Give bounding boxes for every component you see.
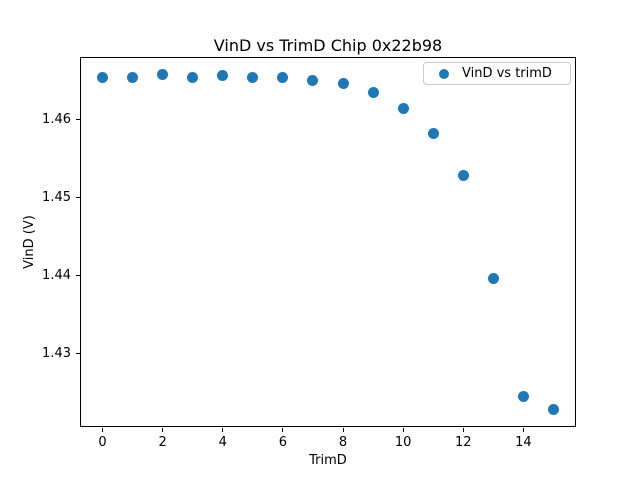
scatter-point bbox=[367, 87, 379, 99]
x-tick-mark bbox=[222, 427, 224, 432]
y-axis-label: VinD (V) bbox=[22, 215, 37, 269]
x-tick-label: 2 bbox=[158, 434, 167, 450]
x-tick-label: 8 bbox=[338, 434, 348, 450]
y-tick-label: 1.46 bbox=[42, 111, 71, 127]
x-tick-label: 14 bbox=[515, 434, 532, 450]
x-tick-label: 10 bbox=[394, 434, 412, 450]
scatter-point bbox=[457, 170, 469, 182]
scatter-point bbox=[97, 72, 109, 84]
y-tick-mark bbox=[76, 118, 80, 120]
y-tick-label: 1.45 bbox=[42, 190, 71, 206]
scatter-point bbox=[397, 102, 409, 114]
scatter-point bbox=[427, 127, 439, 139]
x-tick-label: 6 bbox=[278, 434, 288, 450]
scatter-point bbox=[217, 69, 229, 81]
y-tick-label: 1.43 bbox=[42, 346, 71, 362]
y-tick-mark bbox=[76, 353, 80, 355]
y-tick-label: 1.44 bbox=[42, 268, 71, 284]
legend-marker-icon bbox=[439, 68, 449, 79]
x-tick-mark bbox=[462, 427, 464, 432]
x-axis-label: TrimD bbox=[309, 453, 347, 468]
scatter-point bbox=[127, 72, 139, 84]
scatter-point bbox=[307, 75, 319, 87]
plot-area bbox=[80, 57, 576, 427]
scatter-point bbox=[157, 69, 169, 81]
scatter-point bbox=[277, 72, 289, 84]
scatter-point bbox=[187, 72, 199, 84]
scatter-point bbox=[517, 391, 529, 403]
scatter-point bbox=[337, 77, 349, 89]
x-tick-mark bbox=[342, 427, 344, 432]
x-tick-mark bbox=[102, 427, 104, 432]
x-tick-mark bbox=[282, 427, 284, 432]
y-tick-mark bbox=[76, 197, 80, 199]
scatter-point bbox=[247, 71, 259, 83]
x-tick-mark bbox=[402, 427, 404, 432]
x-tick-mark bbox=[522, 427, 524, 432]
scatter-point bbox=[547, 404, 559, 415]
scatter-point bbox=[487, 273, 499, 285]
legend-label: VinD vs trimD bbox=[462, 66, 552, 81]
x-tick-label: 0 bbox=[98, 434, 107, 450]
legend: VinD vs trimD bbox=[423, 62, 571, 85]
x-tick-mark bbox=[162, 427, 164, 432]
x-tick-label: 4 bbox=[218, 434, 227, 450]
y-tick-mark bbox=[76, 275, 80, 277]
chart-title: VinD vs TrimD Chip 0x22b98 bbox=[213, 36, 443, 55]
x-tick-label: 12 bbox=[454, 434, 472, 450]
